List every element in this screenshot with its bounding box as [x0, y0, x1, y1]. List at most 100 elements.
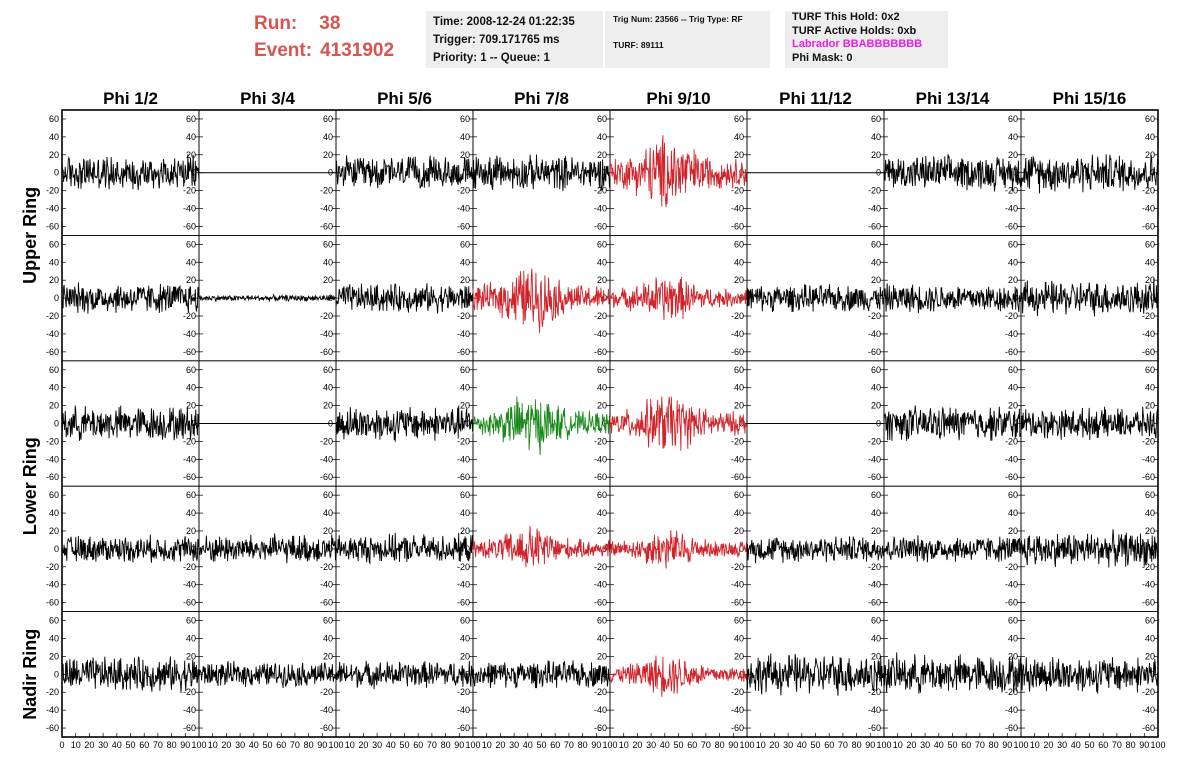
y-tick-label: 60 — [871, 114, 881, 124]
x-tick-label: 30 — [372, 740, 382, 750]
y-tick-label: -20 — [320, 186, 333, 196]
y-tick-label: 40 — [186, 132, 196, 142]
x-tick-label: 90 — [317, 740, 327, 750]
x-tick-label: 40 — [1071, 740, 1081, 750]
column-header: Phi 15/16 — [1053, 89, 1127, 108]
waveform-trace — [198, 660, 337, 689]
waveform-trace — [609, 276, 748, 321]
x-tick-label: 50 — [947, 740, 957, 750]
x-tick-label: 70 — [838, 740, 848, 750]
y-tick-label: 40 — [871, 383, 881, 393]
y-tick-label: -20 — [46, 186, 59, 196]
y-tick-label: -20 — [457, 687, 470, 697]
y-tick-label: -60 — [1142, 472, 1155, 482]
y-tick-label: -60 — [183, 598, 196, 608]
y-tick-label: -20 — [1005, 436, 1018, 446]
y-tick-label: 40 — [1008, 633, 1018, 643]
y-tick-label: 60 — [323, 239, 333, 249]
y-tick-label: -40 — [731, 580, 744, 590]
y-tick-label: -60 — [1142, 347, 1155, 357]
y-tick-label: -20 — [594, 562, 607, 572]
time-info-box: Time: 2008-12-24 01:22:35 Trigger: 709.1… — [426, 11, 603, 68]
x-tick-label: 10 — [208, 740, 218, 750]
waveform-trace — [1020, 278, 1159, 317]
column-header: Phi 3/4 — [240, 89, 295, 108]
y-tick-label: -40 — [594, 329, 607, 339]
waveform-trace — [746, 536, 885, 564]
waveform-trace — [609, 135, 748, 208]
y-tick-label: 60 — [186, 239, 196, 249]
x-tick-label: 100 — [876, 740, 891, 750]
x-tick-label: 10 — [482, 740, 492, 750]
y-tick-label: -60 — [868, 723, 881, 733]
y-tick-label: 40 — [871, 508, 881, 518]
y-tick-label: -40 — [1142, 705, 1155, 715]
y-tick-label: 40 — [186, 383, 196, 393]
x-tick-label: 90 — [454, 740, 464, 750]
y-tick-label: -20 — [731, 436, 744, 446]
y-tick-label: 40 — [734, 257, 744, 267]
y-tick-label: -40 — [46, 454, 59, 464]
y-tick-label: 20 — [871, 401, 881, 411]
y-tick-label: 20 — [49, 526, 59, 536]
y-tick-label: -60 — [320, 472, 333, 482]
waveform-trace — [1020, 406, 1159, 441]
y-tick-label: 40 — [1145, 633, 1155, 643]
y-tick-label: 40 — [186, 633, 196, 643]
x-tick-label: 100 — [1150, 740, 1165, 750]
x-tick-label: 80 — [1126, 740, 1136, 750]
y-tick-label: 0 — [465, 544, 470, 554]
turf-num-text: TURF: 89111 — [613, 40, 664, 50]
y-tick-label: 20 — [597, 275, 607, 285]
event-label: Event: — [254, 40, 313, 61]
waveform-trace — [472, 154, 611, 192]
x-tick-label: 100 — [465, 740, 480, 750]
y-tick-label: 60 — [1008, 114, 1018, 124]
x-tick-label: 20 — [769, 740, 779, 750]
y-tick-label: -40 — [46, 204, 59, 214]
x-tick-label: 100 — [602, 740, 617, 750]
y-tick-label: 20 — [1008, 526, 1018, 536]
y-tick-label: -20 — [731, 687, 744, 697]
priority-text: Priority: 1 -- Queue: 1 — [433, 52, 550, 64]
y-tick-label: 40 — [1145, 508, 1155, 518]
y-tick-label: 20 — [49, 651, 59, 661]
waveform-trace — [883, 535, 1022, 563]
y-tick-label: 60 — [460, 490, 470, 500]
y-tick-label: 20 — [597, 651, 607, 661]
y-tick-label: 20 — [1145, 275, 1155, 285]
waveform-trace — [472, 268, 611, 333]
x-tick-label: 70 — [427, 740, 437, 750]
y-tick-label: -60 — [594, 598, 607, 608]
y-tick-label: -40 — [1142, 329, 1155, 339]
y-tick-label: 20 — [734, 526, 744, 536]
y-tick-label: -60 — [183, 472, 196, 482]
y-tick-label: 0 — [54, 293, 59, 303]
y-tick-label: -60 — [594, 347, 607, 357]
y-tick-label: -60 — [731, 221, 744, 231]
x-tick-label: 100 — [328, 740, 343, 750]
y-tick-label: 40 — [460, 383, 470, 393]
y-tick-label: -20 — [457, 186, 470, 196]
y-tick-label: 40 — [186, 508, 196, 518]
column-header: Phi 5/6 — [377, 89, 432, 108]
y-tick-label: -60 — [594, 472, 607, 482]
y-tick-label: 60 — [323, 365, 333, 375]
y-tick-label: -20 — [594, 311, 607, 321]
column-header: Phi 11/12 — [779, 89, 852, 108]
x-tick-label: 90 — [1139, 740, 1149, 750]
y-tick-label: 20 — [1145, 401, 1155, 411]
y-tick-label: -20 — [320, 311, 333, 321]
x-tick-label: 60 — [1098, 740, 1108, 750]
y-tick-label: 20 — [323, 651, 333, 661]
y-tick-label: 20 — [323, 526, 333, 536]
y-tick-label: 40 — [1145, 132, 1155, 142]
y-tick-label: -40 — [320, 204, 333, 214]
x-tick-label: 20 — [495, 740, 505, 750]
time-text: Time: 2008-12-24 01:22:35 — [433, 16, 575, 28]
y-tick-label: -60 — [868, 347, 881, 357]
y-tick-label: 60 — [871, 365, 881, 375]
x-tick-label: 60 — [413, 740, 423, 750]
y-tick-label: 20 — [49, 150, 59, 160]
y-tick-label: 40 — [49, 132, 59, 142]
